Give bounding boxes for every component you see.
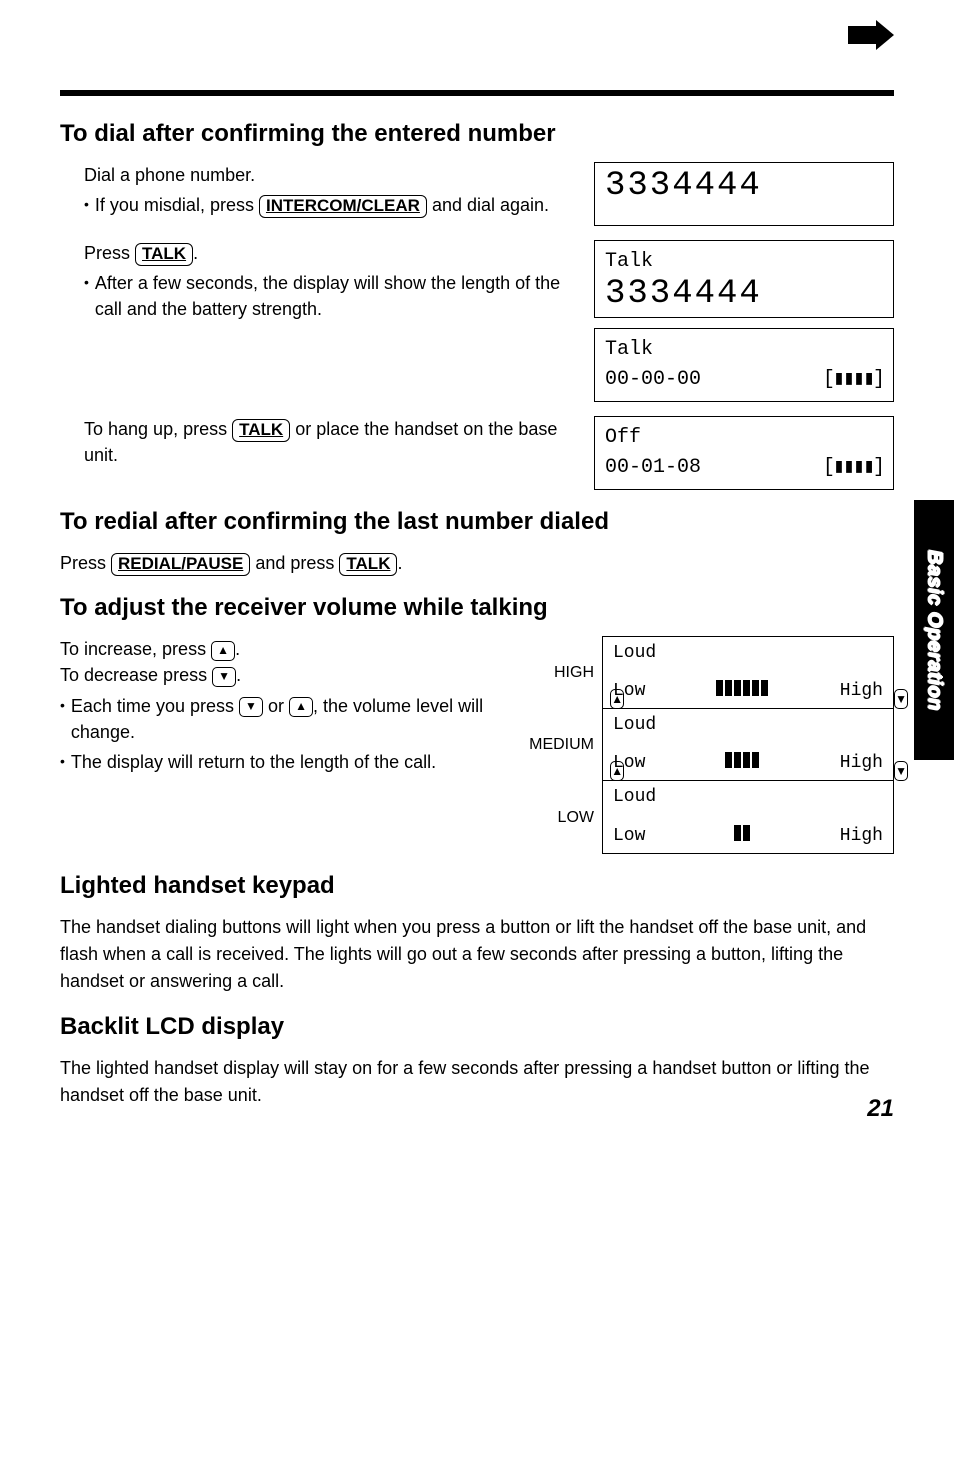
- heading-dial-confirm: To dial after confirming the entered num…: [60, 120, 894, 148]
- vol-low-low: Low: [613, 826, 645, 846]
- bullet-dot: •: [84, 192, 89, 216]
- vol-b1-pre: Each time you press: [71, 696, 239, 716]
- lcd3-time: 00-00-00: [605, 365, 701, 395]
- lcd4-time: 00-01-08: [605, 453, 701, 483]
- vol-dec-pre: To decrease press: [60, 665, 212, 685]
- vol-b1-mid: or: [268, 696, 289, 716]
- redial-mid: and press: [255, 553, 339, 573]
- keypad-para: The handset dialing buttons will light w…: [60, 914, 894, 995]
- talk-key: TALK: [135, 243, 193, 266]
- volume-diagram: HIGH MEDIUM LOW Loud Low High Loud Low: [529, 636, 894, 854]
- up-arrow-key-icon-2: ▲: [610, 761, 624, 781]
- continue-arrow-icon: [848, 20, 894, 55]
- battery-icon: [▮▮▮▮]: [823, 365, 883, 395]
- down-arrow-key: ▼: [212, 667, 236, 687]
- vol-cell-low: Loud Low High: [603, 781, 893, 853]
- down-arrow-key-icon: ▼: [894, 689, 908, 709]
- heading-volume: To adjust the receiver volume while talk…: [60, 594, 894, 622]
- lcd4-label: Off: [605, 423, 883, 453]
- lcd2-label: Talk: [605, 247, 883, 277]
- vol-label-low: LOW: [558, 782, 594, 854]
- side-tab-label: Basic Operation: [923, 550, 946, 711]
- redial-pause-key: REDIAL/PAUSE: [111, 553, 250, 576]
- step1-bullet-post: and dial again.: [432, 195, 549, 215]
- vol-low-high: High: [840, 826, 883, 846]
- vol-decrease: To decrease press ▼.: [60, 662, 499, 688]
- vol-bars-low: [734, 825, 752, 847]
- vol-arrows-2: ▲ ▼: [619, 758, 899, 784]
- lcd3-label: Talk: [605, 335, 883, 365]
- lcd-display-3: Talk 00-00-00 [▮▮▮▮]: [594, 328, 894, 402]
- redial-pre: Press: [60, 553, 111, 573]
- talk-key-3: TALK: [339, 553, 397, 576]
- heading-keypad: Lighted handset keypad: [60, 872, 894, 900]
- heading-backlit: Backlit LCD display: [60, 1013, 894, 1041]
- vol-inc-post: .: [235, 639, 240, 659]
- up-arrow-key: ▲: [211, 641, 235, 661]
- lcd-display-2: Talk 3334444: [594, 240, 894, 318]
- step1-bullet-pre: If you misdial, press: [95, 195, 259, 215]
- vol-high-loud: Loud: [613, 643, 883, 663]
- up-arrow-key-icon: ▲: [610, 689, 624, 709]
- lcd2-number: 3334444: [605, 277, 883, 311]
- redial-post: .: [397, 553, 402, 573]
- vol-bullet-2: The display will return to the length of…: [71, 749, 436, 775]
- vol-increase: To increase, press ▲.: [60, 636, 499, 662]
- step-3-text: To hang up, press TALK or place the hand…: [84, 416, 564, 468]
- heading-redial: To redial after confirming the last numb…: [60, 508, 894, 536]
- up-arrow-key-2: ▲: [289, 697, 313, 717]
- redial-text: Press REDIAL/PAUSE and press TALK.: [60, 550, 894, 576]
- down-arrow-key-2: ▼: [239, 697, 263, 717]
- horizontal-rule: [60, 90, 894, 96]
- vol-arrows-1: ▲ ▼: [619, 686, 899, 712]
- step-1-text: Dial a phone number.: [84, 162, 564, 188]
- lcd1-number: 3334444: [605, 169, 883, 203]
- side-tab: Basic Operation: [914, 500, 954, 760]
- vol-label-medium: MEDIUM: [529, 709, 594, 781]
- bullet-dot: •: [84, 270, 89, 294]
- lcd-display-1: 3334444: [594, 162, 894, 226]
- intercom-clear-key: INTERCOM/CLEAR: [259, 195, 427, 218]
- step2-pre: Press: [84, 243, 135, 263]
- vol-low-loud: Loud: [613, 787, 883, 807]
- battery-icon-2: [▮▮▮▮]: [823, 453, 883, 483]
- lcd-display-4: Off 00-01-08 [▮▮▮▮]: [594, 416, 894, 490]
- vol-label-high: HIGH: [554, 637, 594, 709]
- bullet-dot: •: [60, 749, 65, 773]
- vol-med-loud: Loud: [613, 715, 883, 735]
- backlit-para: The lighted handset display will stay on…: [60, 1055, 894, 1109]
- step-1-bullet: If you misdial, press INTERCOM/CLEAR and…: [95, 192, 549, 218]
- page-number: 21: [867, 1095, 894, 1123]
- step-2-bullet: After a few seconds, the display will sh…: [95, 270, 564, 322]
- vol-bullet-1: Each time you press ▼ or ▲, the volume l…: [71, 693, 499, 745]
- step2-post: .: [193, 243, 198, 263]
- down-arrow-key-icon-2: ▼: [894, 761, 908, 781]
- bullet-dot: •: [60, 693, 65, 717]
- talk-key-2: TALK: [232, 419, 290, 442]
- step-2-text: Press TALK.: [84, 240, 564, 266]
- vol-inc-pre: To increase, press: [60, 639, 211, 659]
- vol-dec-post: .: [236, 665, 241, 685]
- step3-pre: To hang up, press: [84, 419, 232, 439]
